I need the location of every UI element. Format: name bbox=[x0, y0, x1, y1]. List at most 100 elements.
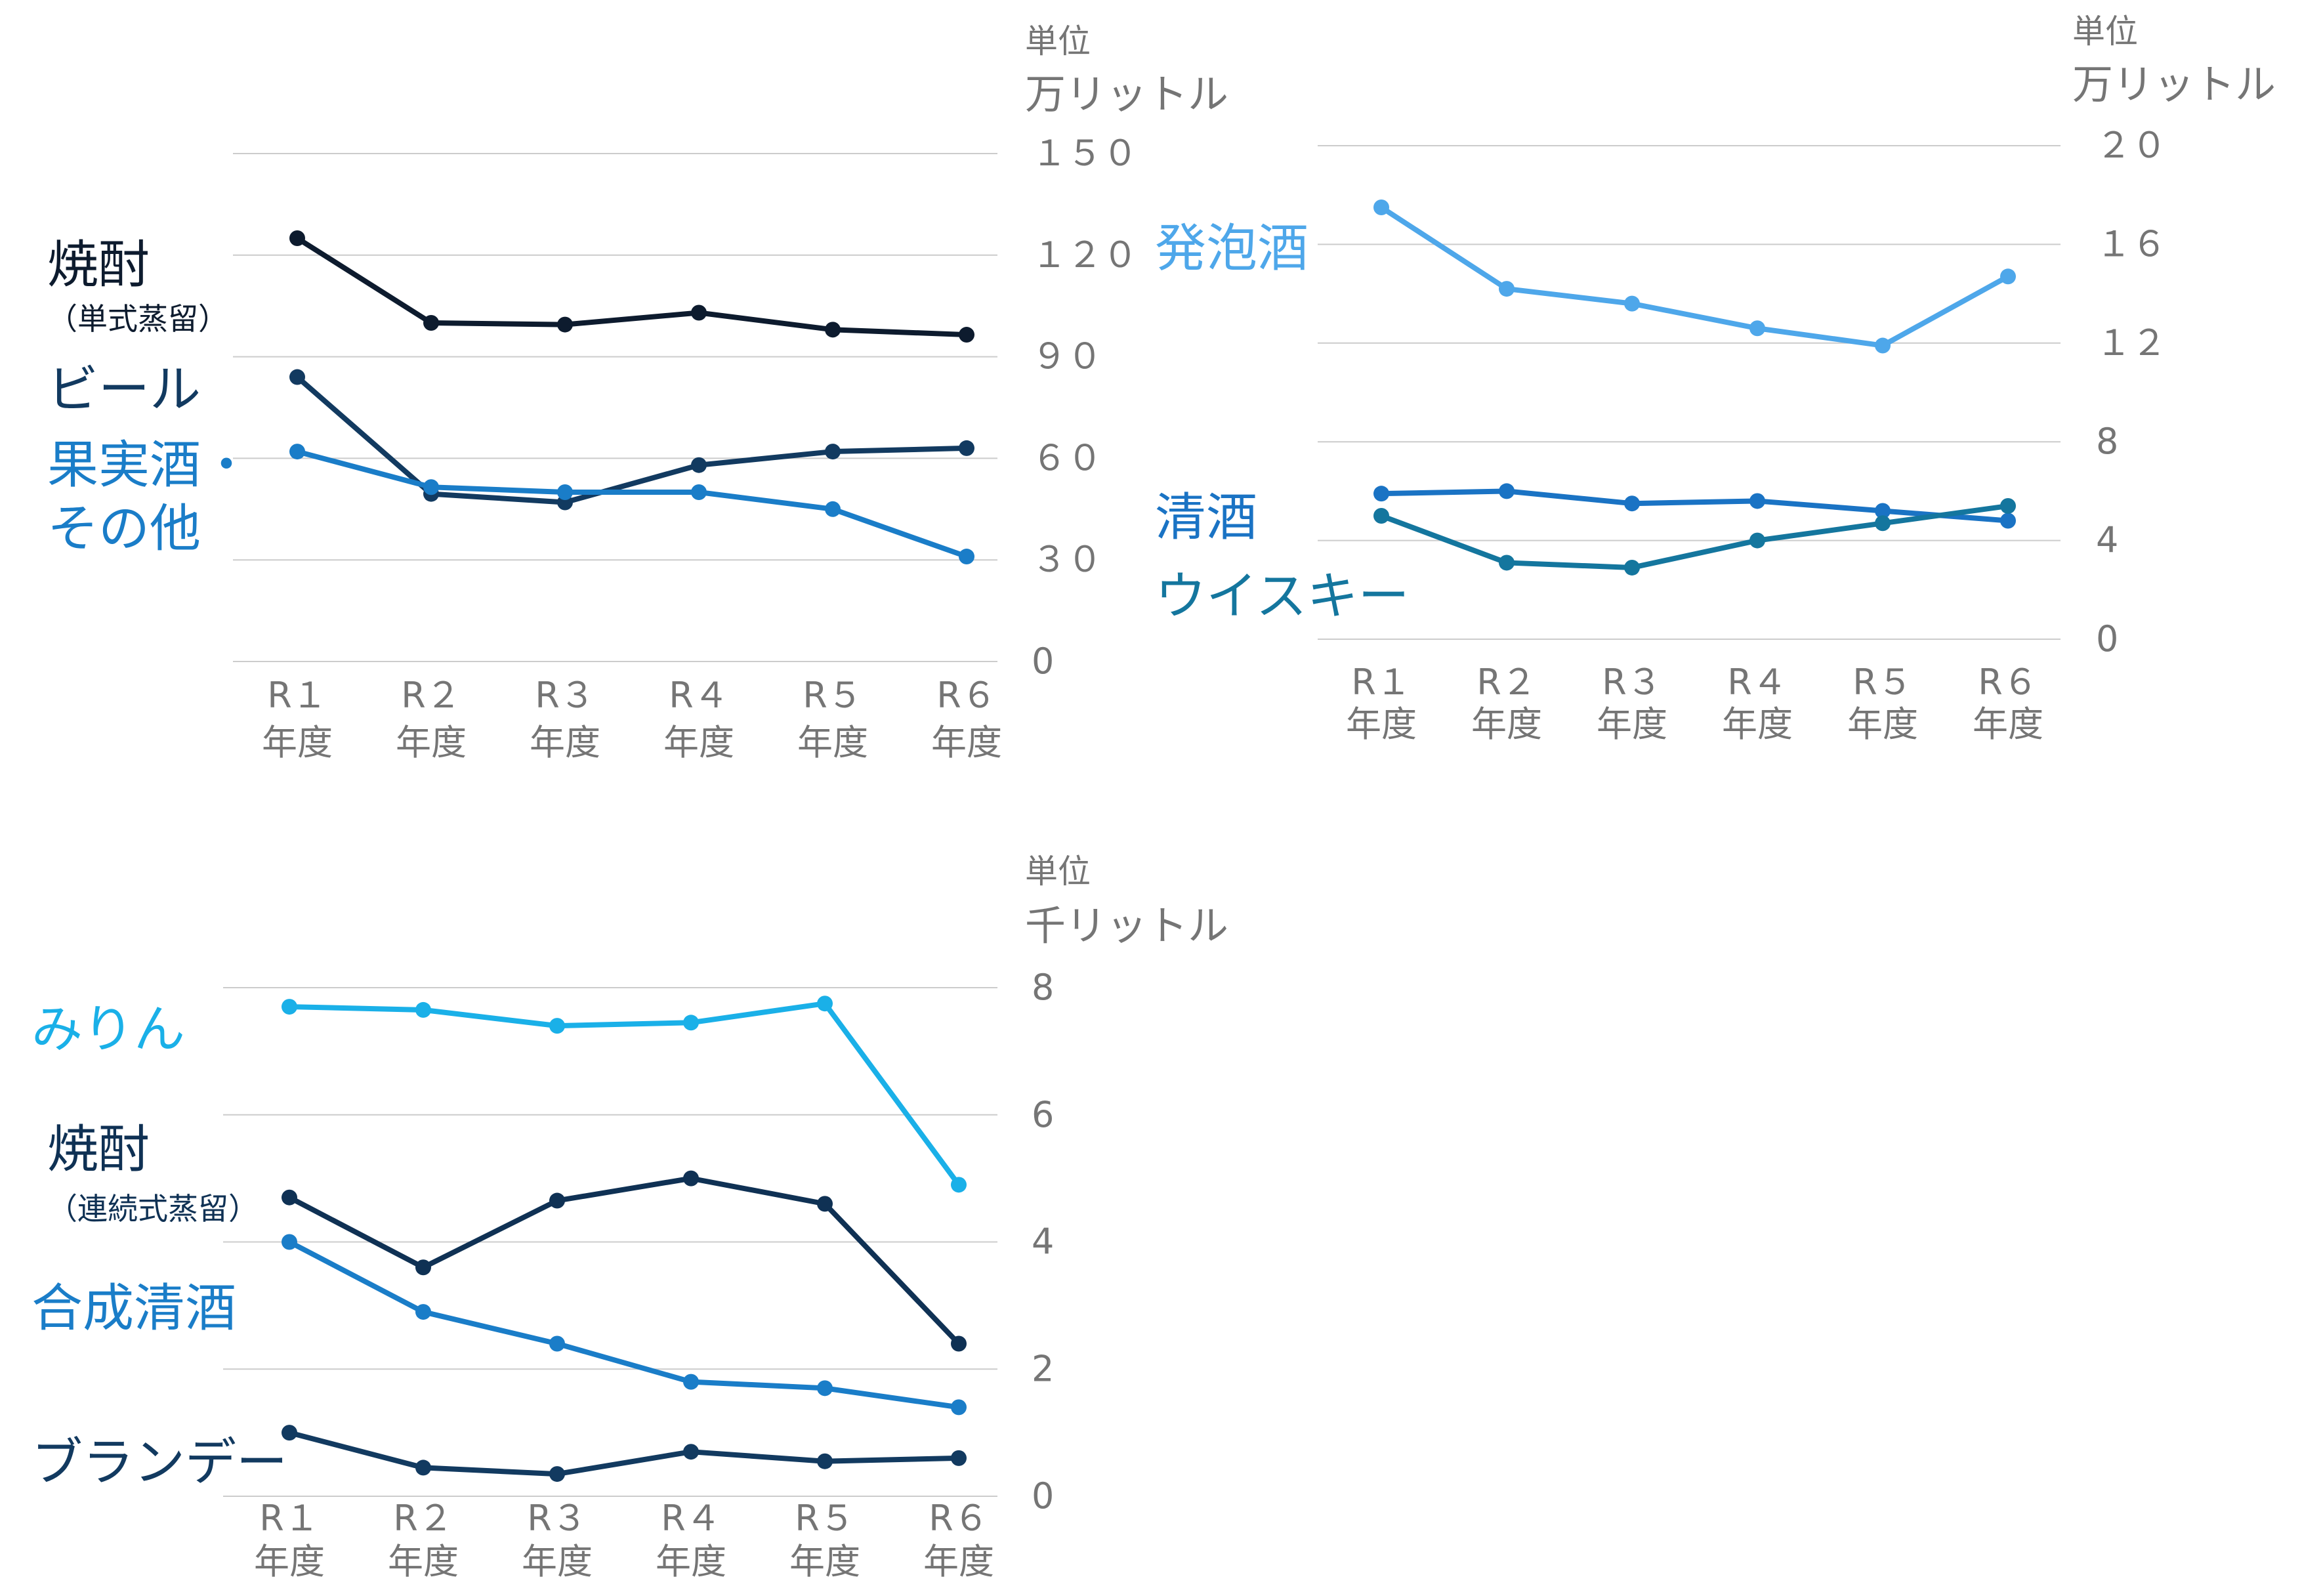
series-label: 果実酒・ bbox=[47, 436, 252, 495]
chart-panel-2: 単位万リットル048１２１６２０R１年度R２年度R３年度R４年度R５年度R６年度… bbox=[1155, 12, 2276, 745]
unit-caption: 単位 bbox=[1025, 22, 1091, 60]
data-point bbox=[415, 1460, 431, 1476]
data-point bbox=[1499, 555, 1515, 571]
data-point bbox=[825, 322, 841, 338]
series-label: その他 bbox=[47, 499, 201, 558]
x-tick-label-sub: 年度 bbox=[522, 1541, 593, 1582]
unit-label: 万リットル bbox=[1025, 70, 1228, 118]
y-tick-label: 4 bbox=[1032, 1221, 1054, 1263]
x-tick-label: R２ bbox=[401, 675, 461, 716]
data-point bbox=[683, 1374, 699, 1390]
series-line bbox=[287, 1175, 961, 1347]
x-tick-label: R４ bbox=[669, 675, 729, 716]
x-tick-label-sub: 年度 bbox=[1346, 704, 1417, 745]
y-tick-label: 8 bbox=[1032, 967, 1054, 1008]
y-tick-label: １２ bbox=[2096, 322, 2167, 364]
data-point bbox=[282, 999, 297, 1015]
data-point bbox=[825, 501, 841, 517]
data-point bbox=[549, 1466, 565, 1482]
x-tick-label: R４ bbox=[661, 1498, 721, 1539]
data-point bbox=[683, 1444, 699, 1460]
data-point bbox=[289, 444, 305, 460]
data-point bbox=[1373, 200, 1389, 215]
data-point bbox=[683, 1015, 699, 1031]
data-point bbox=[1875, 503, 1891, 519]
data-point bbox=[817, 1453, 833, 1469]
data-point bbox=[415, 1304, 431, 1320]
y-tick-label: １５０ bbox=[1032, 133, 1138, 174]
data-point bbox=[1749, 320, 1765, 337]
series-sublabel: （連続式蒸留） bbox=[47, 1191, 259, 1227]
x-tick-label-sub: 年度 bbox=[1471, 704, 1542, 745]
data-point bbox=[691, 304, 707, 321]
x-tick-label-sub: 年度 bbox=[931, 722, 1002, 763]
data-point bbox=[557, 316, 573, 333]
data-point bbox=[1624, 559, 1640, 576]
data-point bbox=[1875, 337, 1891, 354]
series-line bbox=[1379, 488, 2011, 524]
data-point bbox=[1624, 495, 1640, 512]
y-tick-label: １２０ bbox=[1032, 234, 1138, 276]
x-tick-label: R３ bbox=[1602, 662, 1662, 703]
y-tick-label: 0 bbox=[2096, 618, 2118, 660]
y-tick-label: 2 bbox=[1032, 1348, 1054, 1389]
x-tick-label: R６ bbox=[936, 675, 997, 716]
series-label: 焼酎 bbox=[47, 236, 150, 295]
unit-label: 万リットル bbox=[2072, 60, 2276, 108]
y-tick-label: 8 bbox=[2096, 421, 2118, 462]
data-point bbox=[683, 1170, 699, 1186]
x-tick-label-sub: 年度 bbox=[1722, 704, 1793, 745]
x-tick-label: R１ bbox=[259, 1498, 320, 1539]
unit-label: 千リットル bbox=[1025, 902, 1228, 950]
y-tick-label: 0 bbox=[1032, 1475, 1054, 1517]
series-label: 合成清酒 bbox=[31, 1279, 236, 1338]
data-point bbox=[2000, 268, 2016, 285]
series-line bbox=[1379, 205, 2011, 348]
data-point bbox=[817, 1196, 833, 1212]
data-point bbox=[2000, 513, 2016, 529]
x-tick-label-sub: 年度 bbox=[797, 722, 868, 763]
x-tick-label: R１ bbox=[1351, 662, 1412, 703]
data-point bbox=[282, 1189, 297, 1206]
data-point bbox=[691, 484, 707, 500]
data-point bbox=[1499, 281, 1515, 297]
x-tick-label-sub: 年度 bbox=[530, 722, 600, 763]
data-point bbox=[959, 327, 974, 343]
x-tick-label-sub: 年度 bbox=[1597, 704, 1667, 745]
series-label: 焼酎 bbox=[47, 1120, 150, 1179]
data-point bbox=[549, 1018, 565, 1034]
data-point bbox=[1749, 493, 1765, 509]
x-tick-label: R５ bbox=[1852, 662, 1913, 703]
x-tick-label-sub: 年度 bbox=[1847, 704, 1918, 745]
y-tick-label: ２０ bbox=[2096, 125, 2167, 166]
x-tick-label: R６ bbox=[929, 1498, 989, 1539]
series-line bbox=[295, 374, 969, 505]
series-line bbox=[287, 1001, 961, 1188]
data-point bbox=[691, 457, 707, 473]
data-point bbox=[1373, 486, 1389, 502]
y-tick-label: ９０ bbox=[1032, 336, 1102, 377]
data-point bbox=[1373, 508, 1389, 524]
data-point bbox=[423, 315, 439, 331]
unit-caption: 単位 bbox=[1025, 852, 1091, 891]
data-point bbox=[282, 1425, 297, 1441]
series-label: ビール bbox=[47, 360, 201, 419]
x-tick-label: R５ bbox=[803, 675, 863, 716]
series-label: 発泡酒 bbox=[1155, 219, 1308, 278]
y-tick-label: ３０ bbox=[1032, 539, 1102, 580]
data-point bbox=[415, 1001, 431, 1018]
data-point bbox=[2000, 497, 2016, 514]
x-tick-label-sub: 年度 bbox=[923, 1541, 994, 1582]
x-tick-label: R３ bbox=[527, 1498, 587, 1539]
data-point bbox=[951, 1335, 967, 1352]
y-tick-label: 4 bbox=[2096, 520, 2118, 561]
data-point bbox=[1499, 483, 1515, 499]
series-label: 清酒 bbox=[1155, 488, 1257, 547]
series-label: みりん bbox=[31, 1000, 185, 1059]
x-tick-label-sub: 年度 bbox=[656, 1541, 726, 1582]
data-point bbox=[825, 444, 841, 460]
x-tick-label: R４ bbox=[1727, 662, 1788, 703]
series-line bbox=[287, 1430, 961, 1477]
data-point bbox=[951, 1177, 967, 1193]
series-label: ウイスキー bbox=[1155, 567, 1410, 626]
